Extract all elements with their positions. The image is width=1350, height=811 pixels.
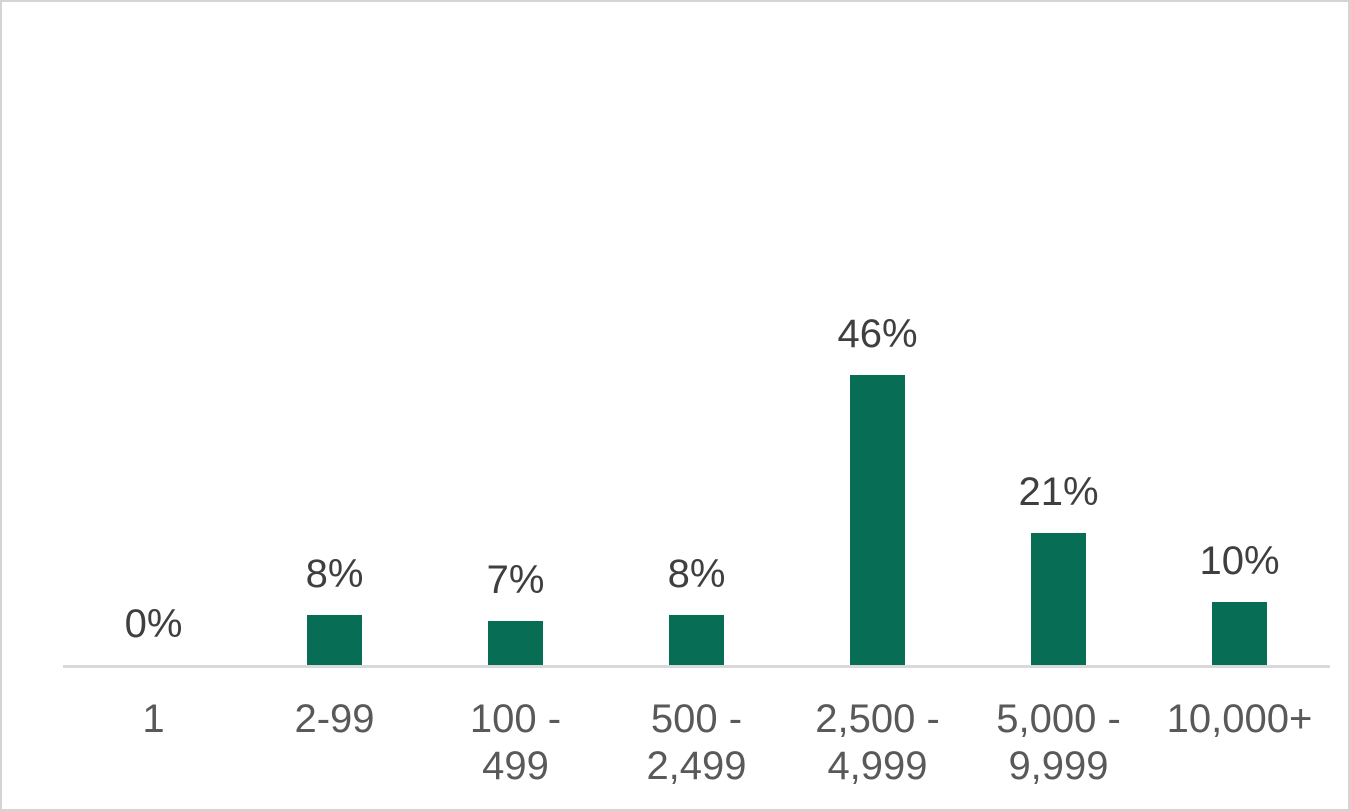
x-axis-labels: 1 2-99 100 - 499 500 - 2,499 2,500 - 4,999 5,… (63, 696, 1330, 790)
plot-area: 0% 8% 7% 8% 46% 21% 10% (63, 2, 1330, 665)
x-axis-label: 10,000+ (1166, 697, 1313, 741)
x-axis-line (63, 665, 1330, 668)
x-axis-label: 2,500 - 4,999 (815, 697, 940, 788)
bar-column: 46% (787, 2, 968, 665)
data-label: 8% (305, 552, 364, 596)
data-label: 21% (1018, 470, 1099, 514)
data-label: 0% (124, 602, 183, 646)
bar (669, 615, 724, 665)
x-axis-label: 100 - 499 (469, 697, 562, 788)
x-axis-label: 2-99 (294, 697, 375, 741)
bar (307, 615, 362, 665)
bar-column: 10% (1149, 2, 1330, 665)
bar-column: 0% (63, 2, 244, 665)
bar-column: 7% (425, 2, 606, 665)
bar (488, 621, 543, 665)
x-axis-label: 500 - 2,499 (646, 697, 747, 788)
bar-column: 8% (244, 2, 425, 665)
x-axis-label: 5,000 - 9,999 (996, 697, 1121, 788)
data-label: 10% (1199, 539, 1280, 583)
bar (850, 375, 905, 665)
x-axis-label: 1 (142, 697, 165, 741)
bar-column: 8% (606, 2, 787, 665)
data-label: 8% (667, 552, 726, 596)
bar (1212, 602, 1267, 665)
bar (1031, 533, 1086, 665)
bar-column: 21% (968, 2, 1149, 665)
data-label: 7% (486, 558, 545, 602)
data-label: 46% (837, 312, 918, 356)
